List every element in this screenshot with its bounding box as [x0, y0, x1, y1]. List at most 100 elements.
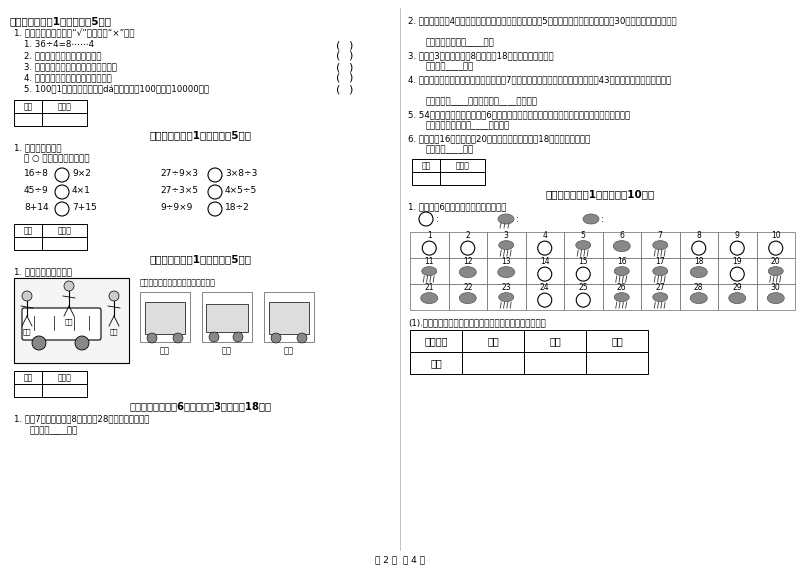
Text: 15: 15 [578, 258, 588, 267]
Text: 3. 食堂运3车大米，每车8袋，吃掀18袋后，还剩多少袋？: 3. 食堂运3车大米，每车8袋，吃掀18袋后，还剩多少袋？ [408, 51, 554, 60]
Text: 答：还剩____袋。: 答：还剩____袋。 [426, 62, 474, 71]
Text: 30: 30 [771, 284, 781, 293]
Bar [526, 232, 564, 258]
Ellipse shape [421, 293, 438, 303]
Circle shape [75, 336, 89, 350]
Text: 18: 18 [694, 258, 703, 267]
Text: ): ) [348, 84, 352, 94]
Bar [487, 284, 526, 310]
Circle shape [209, 332, 219, 342]
Bar [449, 284, 487, 310]
Bar [586, 352, 648, 374]
Bar [462, 352, 524, 374]
Text: 1. 36÷4=8⋯⋯4: 1. 36÷4=8⋯⋯4 [24, 40, 94, 49]
Text: 得分: 得分 [23, 226, 33, 235]
Text: 2. 周日，小明和4个同学去公园玩，公园的儿童票是每典5元，他们一共花了多少元？匀30元去，买票的錢够吗？: 2. 周日，小明和4个同学去公园玩，公园的儿童票是每典5元，他们一共花了多少元？… [408, 16, 677, 25]
Text: 七、连一连（共1大题，共计5分）: 七、连一连（共1大题，共计5分） [149, 254, 251, 264]
Text: 17: 17 [655, 258, 665, 267]
Text: 评卷人: 评卷人 [58, 226, 71, 235]
Bar [526, 284, 564, 310]
Text: 25: 25 [578, 284, 588, 293]
Text: :: : [601, 215, 604, 224]
Ellipse shape [576, 241, 590, 250]
Ellipse shape [690, 293, 707, 303]
Text: 答：新来了____学生，原来有____个学生。: 答：新来了____学生，原来有____个学生。 [426, 97, 538, 106]
Text: 27: 27 [655, 284, 665, 293]
Circle shape [147, 333, 157, 343]
Text: 在 ○ 里填上＞、＜或＝。: 在 ○ 里填上＞、＜或＝。 [24, 154, 90, 163]
Text: 晴天: 晴天 [487, 336, 499, 346]
Text: 天数: 天数 [430, 358, 442, 368]
Text: :: : [516, 215, 518, 224]
Text: 小红: 小红 [160, 346, 170, 355]
Text: 8: 8 [696, 232, 701, 240]
Bar [412, 159, 485, 185]
Text: 得分: 得分 [23, 373, 33, 382]
Ellipse shape [459, 293, 476, 303]
Bar [679, 232, 718, 258]
Text: 小东: 小东 [65, 318, 74, 325]
Text: 18÷2: 18÷2 [225, 203, 250, 212]
Ellipse shape [768, 267, 783, 276]
Bar [410, 258, 449, 284]
Text: 1. 我会判断。（对的画“√”，错的画“×”）。: 1. 我会判断。（对的画“√”，错的画“×”）。 [14, 29, 134, 38]
Bar [14, 224, 87, 250]
Text: 2: 2 [466, 232, 470, 240]
Text: 14: 14 [540, 258, 550, 267]
Text: 7+15: 7+15 [72, 203, 97, 212]
Bar [641, 232, 679, 258]
Circle shape [32, 336, 46, 350]
Text: 7: 7 [658, 232, 662, 240]
Text: 评卷人: 评卷人 [455, 161, 470, 170]
Text: 11: 11 [425, 258, 434, 267]
Text: 小明: 小明 [110, 328, 118, 334]
Bar [524, 352, 586, 374]
Text: 八、解决问题（共6小题，每题3分，共计18分）: 八、解决问题（共6小题，每题3分，共计18分） [129, 401, 271, 411]
Text: 23: 23 [502, 284, 511, 293]
Text: 1. 商帉7盒钒笔，每盒8支，卖了28支，还剩多少支？: 1. 商帉7盒钒笔，每盒8支，卖了28支，还剩多少支？ [14, 414, 150, 423]
Text: 3: 3 [504, 232, 509, 240]
Text: 19: 19 [733, 258, 742, 267]
Bar [564, 258, 602, 284]
Ellipse shape [729, 293, 746, 303]
Text: 答：还剩____支。: 答：还剩____支。 [30, 426, 78, 435]
Text: 22: 22 [463, 284, 473, 293]
Bar [264, 292, 314, 342]
Text: 16: 16 [617, 258, 626, 267]
Bar [449, 258, 487, 284]
Text: 答：平均每辆车上有____名学生。: 答：平均每辆车上有____名学生。 [426, 121, 510, 130]
Bar [602, 284, 641, 310]
Bar [641, 258, 679, 284]
Text: 1. 观察物体，连一连。: 1. 观察物体，连一连。 [14, 267, 72, 276]
Text: 天气名称: 天气名称 [424, 336, 448, 346]
Text: 21: 21 [425, 284, 434, 293]
Text: 第 2 页  共 4 页: 第 2 页 共 4 页 [375, 555, 425, 564]
Text: 24: 24 [540, 284, 550, 293]
Text: 阴天: 阴天 [611, 336, 623, 346]
Bar [757, 258, 795, 284]
Circle shape [173, 333, 183, 343]
Bar [487, 258, 526, 284]
Text: 小东: 小东 [222, 346, 232, 355]
Bar [679, 284, 718, 310]
Text: 4×5÷5: 4×5÷5 [225, 186, 258, 195]
Text: 13: 13 [502, 258, 511, 267]
Text: 评卷人: 评卷人 [58, 373, 71, 382]
Bar [718, 258, 757, 284]
Bar [526, 258, 564, 284]
Text: 4×1: 4×1 [72, 186, 91, 195]
Bar [140, 292, 190, 342]
Circle shape [271, 333, 281, 343]
Circle shape [64, 281, 74, 291]
Text: 28: 28 [694, 284, 703, 293]
Text: (: ( [336, 73, 340, 83]
Bar [757, 284, 795, 310]
Text: 26: 26 [617, 284, 626, 293]
Bar [14, 100, 87, 126]
Text: 1: 1 [427, 232, 432, 240]
Text: :: : [436, 215, 438, 224]
Text: 4. 对边相等的四边形一定是长方形。: 4. 对边相等的四边形一定是长方形。 [24, 73, 112, 82]
Text: 9×2: 9×2 [72, 169, 91, 178]
Ellipse shape [653, 267, 668, 276]
Ellipse shape [653, 293, 668, 302]
